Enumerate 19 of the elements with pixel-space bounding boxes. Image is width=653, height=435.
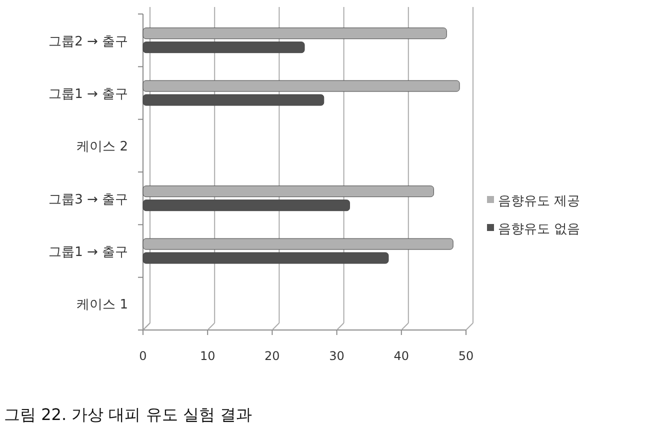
caption: 그림 22. 가상 대피 유도 실험 결과 <box>4 405 252 424</box>
y-tick-label: 케이스 2 <box>76 140 128 155</box>
x-tick-label: 30 <box>329 349 344 363</box>
bar <box>142 42 305 54</box>
bar <box>142 252 389 264</box>
y-tick-label: 그룹2 → 출구 <box>48 34 128 50</box>
legend-label: 음향유도 제공 <box>498 194 580 209</box>
bar <box>142 200 350 212</box>
y-tick-label: 그룹3 → 출구 <box>48 192 128 208</box>
bar <box>142 94 324 106</box>
legend-label: 음향유도 없음 <box>498 222 580 237</box>
y-tick-label: 그룹1 → 출구 <box>48 245 128 260</box>
y-tick-label: 그룹1 → 출구 <box>48 87 128 102</box>
x-tick-label: 20 <box>264 349 280 363</box>
x-tick-label: 0 <box>139 349 147 363</box>
y-tick-label: 케이스 1 <box>76 298 128 313</box>
x-tick-label: 40 <box>394 349 410 363</box>
x-tick-label: 50 <box>458 349 474 363</box>
x-tick-label: 10 <box>200 349 216 363</box>
